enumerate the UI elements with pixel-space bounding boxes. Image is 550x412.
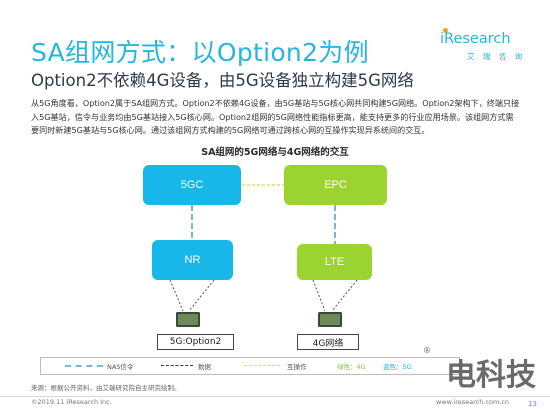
legend-nas: NAS信令 [107,363,134,371]
nr-to-device-1 [169,279,184,312]
legend-interop: 互操作 [287,363,307,371]
node-nr: NR [152,240,233,280]
lte-to-device-2 [331,279,358,312]
logo-chinese: 艾 瑞 咨 询 [467,52,526,61]
node-lte: LTE [297,244,372,280]
node-epc: EPC [284,165,387,205]
page-title: SA组网方式：以Option2为例 [31,38,369,67]
iresearch-logo: iResearch 艾 瑞 咨 询 [440,28,522,71]
legend-swatch-data [161,365,193,366]
phone-icon-right [318,312,342,327]
page-number: 13 [528,400,537,408]
intro-paragraph: 从5G角度看，Option2属于SA组网方式。Option2不依赖4G设备，由5… [31,98,520,135]
legend-swatch-nas [65,365,103,367]
node-5gc: 5GC [143,165,241,205]
logo-word: iResearch [440,31,511,47]
nr-to-device-2 [188,279,215,312]
diagram-title: SA组网的5G网络与4G网络的交互 [201,147,349,158]
lte-to-device-1 [312,279,326,312]
logo-dot-icon [443,28,448,33]
watermark-logo: 电科技 [446,358,536,393]
copyright: ©2019.11 iResearch Inc. [31,398,112,406]
legend-green-4g: 绿色：4G [337,363,366,371]
device-label-5g: 5G:Option2 [157,334,234,350]
source-note: 来源：根据公开资料，由艾瑞研究院自主研究绘制。 [31,384,181,392]
site-url: www.iresearch.com.cn [436,398,510,406]
device-label-4g: 4G网络 [297,334,359,350]
legend-blue-5g: 蓝色：5G [383,363,412,371]
legend: NAS信令 数据 互操作 绿色：4G 蓝色：5G [40,357,460,375]
legend-data: 数据 [198,363,211,371]
page-subtitle: Option2不依赖4G设备，由5G设备独立构建5G网络 [31,71,414,90]
footer-divider [0,396,550,397]
phone-icon-left [176,312,200,327]
watermark-registered-mark: ® [423,346,431,355]
legend-swatch-interop [244,365,280,366]
